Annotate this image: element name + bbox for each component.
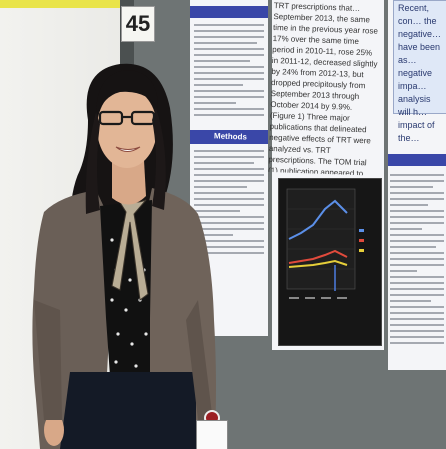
right-sleeve (186, 300, 214, 436)
methods-header-bar (190, 130, 268, 144)
chart-series-red (288, 249, 348, 264)
face (97, 88, 157, 168)
poster-header-bar (190, 6, 268, 18)
poster-chart-graphic (286, 188, 364, 299)
hair-left-strand (85, 112, 100, 214)
references-header-bar (388, 154, 446, 166)
poster-number-card: 45 (121, 6, 155, 42)
trousers (60, 372, 196, 449)
references-text-block (390, 174, 444, 364)
chart-gridlines (287, 208, 355, 270)
hair-right-strand (152, 108, 166, 210)
smile (115, 146, 141, 152)
chart-series-blue (288, 199, 348, 240)
neck (112, 160, 146, 205)
hair-front (96, 70, 158, 116)
name-badge (196, 420, 228, 449)
chart-plot-area (286, 188, 356, 290)
conclusion-box (393, 0, 446, 114)
poster-chart-figure (278, 178, 382, 346)
left-sleeve (34, 300, 62, 420)
left-hand (44, 414, 64, 446)
glasses (98, 110, 156, 126)
chart-series-yellow (288, 259, 348, 268)
chart-legend (359, 229, 364, 252)
chart-axis-ticks (289, 297, 347, 299)
conclusion-text: Recent, con… the negative… have been as…… (398, 3, 442, 143)
methods-text-block (194, 150, 264, 260)
intro-text-block (194, 24, 264, 124)
